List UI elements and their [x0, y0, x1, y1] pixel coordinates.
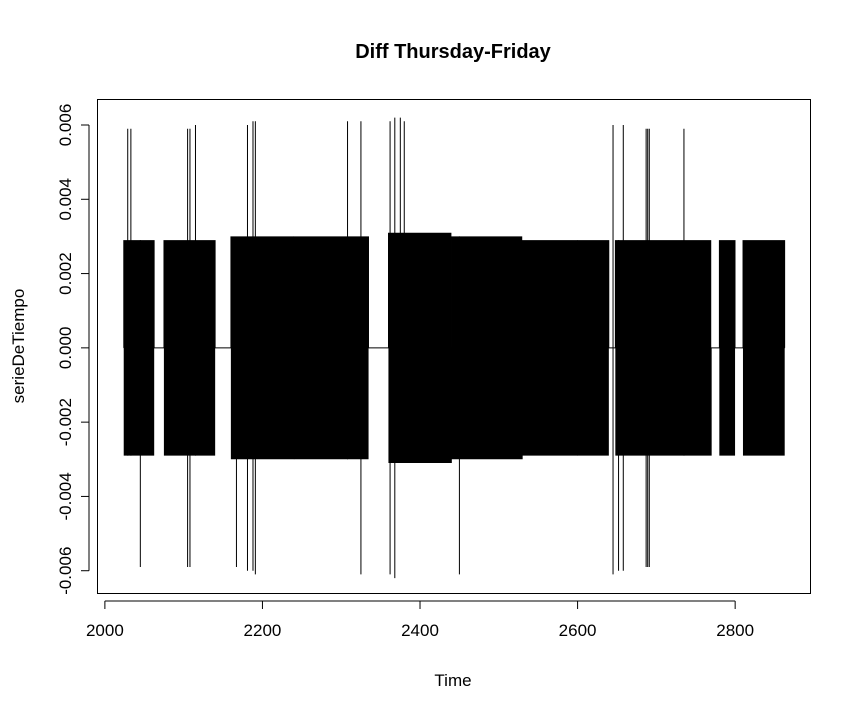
x-axis-label: Time: [434, 671, 471, 690]
series-band-10: [742, 240, 786, 456]
y-axis: -0.006 -0.004 -0.002 0.000 0.002 0.004 0.006: [56, 104, 90, 595]
x-tick-label-2: 2400: [401, 621, 439, 640]
y-tick-label-4: 0.002: [56, 252, 75, 295]
y-tick-label-5: 0.004: [56, 178, 75, 221]
x-axis: 2000 2200 2400 2600 2800: [86, 600, 754, 640]
series-0: [123, 117, 786, 579]
series-band-1: [163, 240, 216, 456]
x-tick-label-4: 2800: [716, 621, 754, 640]
y-tick-label-2: -0.002: [56, 398, 75, 446]
y-axis-label: serieDeTiempo: [9, 289, 28, 404]
series-band-3: [293, 236, 369, 460]
series-band-9: [718, 240, 736, 456]
x-tick-label-3: 2600: [559, 621, 597, 640]
series-band-6: [521, 240, 578, 456]
series-layer: [123, 117, 786, 579]
y-tick-label-1: -0.004: [56, 472, 75, 520]
y-tick-label-6: 0.006: [56, 104, 75, 147]
x-tick-label-0: 2000: [86, 621, 124, 640]
y-tick-label-0: -0.006: [56, 547, 75, 595]
series-band-7: [577, 240, 610, 456]
series-band-2: [230, 236, 295, 460]
plot-frame: [97, 99, 811, 594]
chart-title: Diff Thursday-Friday: [355, 41, 551, 63]
series-band-4: [388, 232, 452, 463]
x-tick-label-1: 2200: [244, 621, 282, 640]
y-tick-label-3: 0.000: [56, 327, 75, 370]
